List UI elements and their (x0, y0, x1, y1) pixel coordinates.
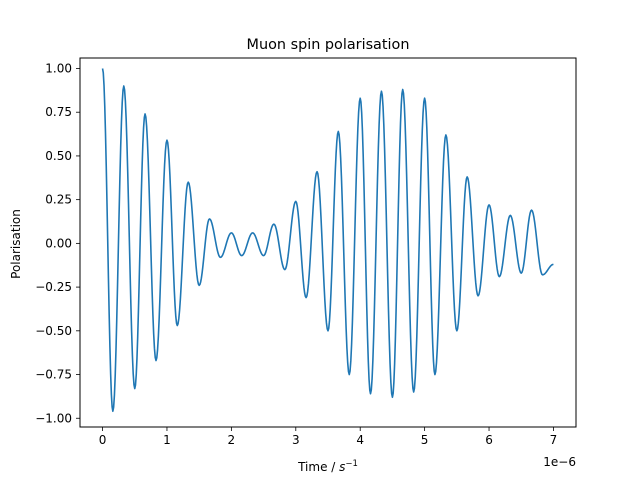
x-tick-label: 4 (356, 433, 364, 447)
y-tick-label: −0.75 (35, 368, 72, 382)
x-tick-label: 0 (99, 433, 107, 447)
y-tick-label: 0.75 (45, 105, 72, 119)
x-axis-label-text: Time / (297, 460, 339, 474)
x-tick-label: 5 (421, 433, 429, 447)
x-tick-label: 3 (292, 433, 300, 447)
y-tick-label: −1.00 (35, 411, 72, 425)
x-tick-label: 2 (228, 433, 236, 447)
x-tick-label: 1 (163, 433, 171, 447)
y-tick-label: −0.25 (35, 280, 72, 294)
y-axis: 1.00 0.75 0.50 0.25 0.00 −0.25 −0.50 −0.75 −1.00 (35, 61, 80, 425)
series-line-polarisation (101, 68, 554, 413)
chart-title: Muon spin polarisation (247, 37, 410, 53)
x-axis-label: Time / s−1 (297, 459, 358, 474)
x-axis-label-unit: s (339, 460, 345, 474)
y-tick-label: 0.00 (45, 236, 72, 250)
x-tick-label: 6 (485, 433, 493, 447)
y-tick-label: 0.25 (45, 193, 72, 207)
y-tick-label: 1.00 (45, 61, 72, 75)
y-tick-label: 0.50 (45, 149, 72, 163)
x-axis: 0 1 2 3 4 5 6 7 (99, 427, 558, 447)
y-tick-label: −0.50 (35, 324, 72, 338)
plot-area (101, 68, 554, 413)
plot-frame (79, 57, 577, 428)
x-offset-label: 1e−6 (543, 455, 576, 469)
x-tick-label: 7 (550, 433, 558, 447)
x-axis-label-exponent: −1 (345, 459, 358, 469)
y-axis-label: Polarisation (9, 209, 23, 279)
